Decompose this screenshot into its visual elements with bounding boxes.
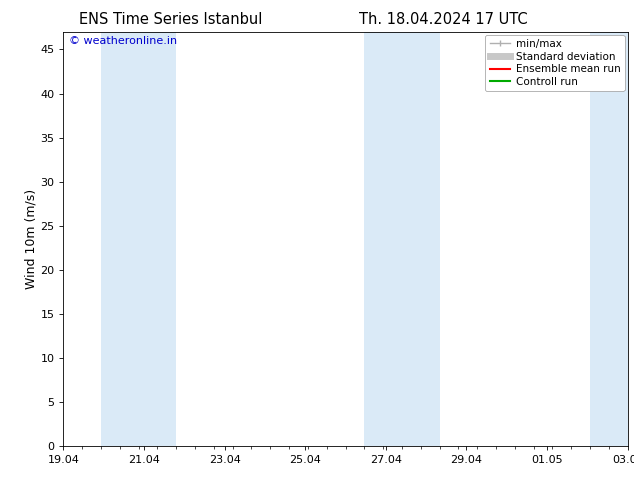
Bar [590,32,628,446]
Legend: min/max, Standard deviation, Ensemble mean run, Controll run: min/max, Standard deviation, Ensemble me… [486,35,624,91]
Bar [139,32,176,446]
Bar [402,32,439,446]
Text: ENS Time Series Istanbul: ENS Time Series Istanbul [79,12,263,27]
Bar [101,32,139,446]
Bar [365,32,402,446]
Text: Th. 18.04.2024 17 UTC: Th. 18.04.2024 17 UTC [359,12,528,27]
Y-axis label: Wind 10m (m/s): Wind 10m (m/s) [25,189,37,289]
Text: © weatheronline.in: © weatheronline.in [69,36,177,46]
